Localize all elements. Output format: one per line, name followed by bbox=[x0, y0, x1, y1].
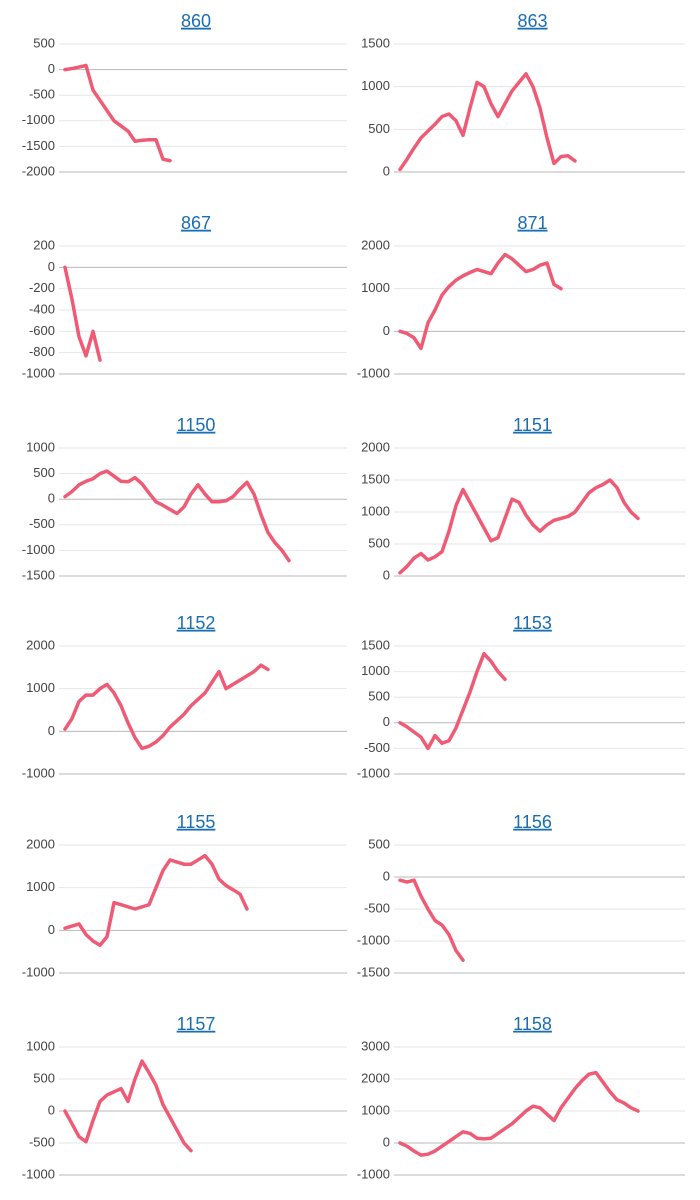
y-tick-label: 500 bbox=[33, 465, 55, 480]
y-tick-label: 2000 bbox=[361, 237, 390, 252]
y-tick-label: 1500 bbox=[361, 471, 390, 486]
chart-title[interactable]: 1152 bbox=[177, 613, 216, 633]
y-tick-label: 500 bbox=[368, 689, 390, 704]
y-tick-label: 500 bbox=[368, 121, 390, 136]
chart-title[interactable]: 1156 bbox=[513, 812, 552, 832]
y-tick-label: 0 bbox=[383, 567, 390, 582]
data-line bbox=[398, 1070, 640, 1157]
y-tick-label: -600 bbox=[29, 323, 55, 338]
data-line bbox=[398, 878, 465, 962]
data-line bbox=[63, 265, 102, 362]
chart-title[interactable]: 871 bbox=[517, 213, 547, 233]
y-tick-label: 0 bbox=[383, 323, 390, 338]
y-tick-label: 2000 bbox=[26, 836, 55, 851]
y-tick-label: 1500 bbox=[361, 637, 390, 652]
y-tick-label: 0 bbox=[383, 714, 390, 729]
y-tick-label: -1500 bbox=[22, 138, 55, 153]
chart-title[interactable]: 1157 bbox=[177, 1014, 216, 1034]
y-tick-label: 200 bbox=[33, 237, 55, 252]
y-tick-label: -500 bbox=[29, 87, 55, 102]
chart-title[interactable]: 1155 bbox=[177, 812, 216, 832]
data-line bbox=[63, 63, 172, 163]
data-line bbox=[398, 651, 507, 751]
chart-title[interactable]: 1153 bbox=[513, 613, 552, 633]
y-tick-label: -1500 bbox=[22, 567, 55, 582]
data-line bbox=[398, 252, 563, 351]
y-tick-label: 0 bbox=[48, 491, 55, 506]
y-tick-label: -500 bbox=[364, 740, 390, 755]
y-tick-label: -500 bbox=[364, 900, 390, 915]
y-tick-label: 1000 bbox=[26, 879, 55, 894]
y-tick-label: -1000 bbox=[22, 542, 55, 557]
y-tick-label: -1000 bbox=[22, 964, 55, 979]
y-tick-label: 1000 bbox=[26, 680, 55, 695]
y-tick-label: -1500 bbox=[357, 964, 390, 979]
chart-title[interactable]: 1151 bbox=[513, 415, 552, 435]
y-tick-label: 1000 bbox=[26, 439, 55, 454]
y-tick-label: -1000 bbox=[22, 112, 55, 127]
chart-title[interactable]: 860 bbox=[181, 11, 211, 31]
chart-title[interactable]: 1158 bbox=[513, 1014, 552, 1034]
y-tick-label: -1000 bbox=[22, 765, 55, 780]
y-tick-label: 500 bbox=[33, 1070, 55, 1085]
y-tick-label: -1000 bbox=[357, 1166, 390, 1181]
y-tick-label: 500 bbox=[368, 535, 390, 550]
y-tick-label: 1000 bbox=[361, 78, 390, 93]
data-line bbox=[63, 663, 270, 751]
y-tick-label: 1000 bbox=[361, 280, 390, 295]
y-tick-label: 500 bbox=[368, 836, 390, 851]
y-tick-label: 0 bbox=[48, 922, 55, 937]
y-tick-label: -1000 bbox=[357, 765, 390, 780]
y-tick-label: 2000 bbox=[26, 637, 55, 652]
data-line bbox=[398, 72, 577, 172]
y-tick-label: 500 bbox=[33, 35, 55, 50]
y-tick-label: 2000 bbox=[361, 1070, 390, 1085]
y-tick-label: 0 bbox=[383, 163, 390, 178]
y-tick-label: 2000 bbox=[361, 439, 390, 454]
y-tick-label: 0 bbox=[48, 723, 55, 738]
data-line bbox=[63, 853, 249, 948]
y-tick-label: -500 bbox=[29, 516, 55, 531]
chart-title[interactable]: 867 bbox=[181, 213, 211, 233]
y-tick-label: 1000 bbox=[361, 503, 390, 518]
y-tick-label: 1000 bbox=[361, 1102, 390, 1117]
y-tick-label: 0 bbox=[48, 1102, 55, 1117]
y-tick-label: -500 bbox=[29, 1134, 55, 1149]
y-tick-label: -400 bbox=[29, 301, 55, 316]
y-tick-label: -800 bbox=[29, 344, 55, 359]
y-tick-label: 0 bbox=[383, 1134, 390, 1149]
data-line bbox=[63, 469, 291, 563]
chart-title[interactable]: 1150 bbox=[177, 415, 216, 435]
data-line bbox=[63, 1059, 193, 1153]
y-tick-label: 0 bbox=[48, 61, 55, 76]
y-tick-label: 3000 bbox=[361, 1038, 390, 1053]
y-tick-label: -1000 bbox=[22, 365, 55, 380]
y-tick-label: 0 bbox=[48, 259, 55, 274]
y-tick-label: 1000 bbox=[26, 1038, 55, 1053]
y-tick-label: -2000 bbox=[22, 163, 55, 178]
y-tick-label: 0 bbox=[383, 868, 390, 883]
y-tick-label: -1000 bbox=[22, 1166, 55, 1181]
y-tick-label: 1000 bbox=[361, 663, 390, 678]
chart-title[interactable]: 863 bbox=[517, 11, 547, 31]
y-tick-label: -1000 bbox=[357, 932, 390, 947]
y-tick-label: -200 bbox=[29, 280, 55, 295]
y-tick-label: -1000 bbox=[357, 365, 390, 380]
data-line bbox=[398, 478, 640, 575]
y-tick-label: 1500 bbox=[361, 35, 390, 50]
